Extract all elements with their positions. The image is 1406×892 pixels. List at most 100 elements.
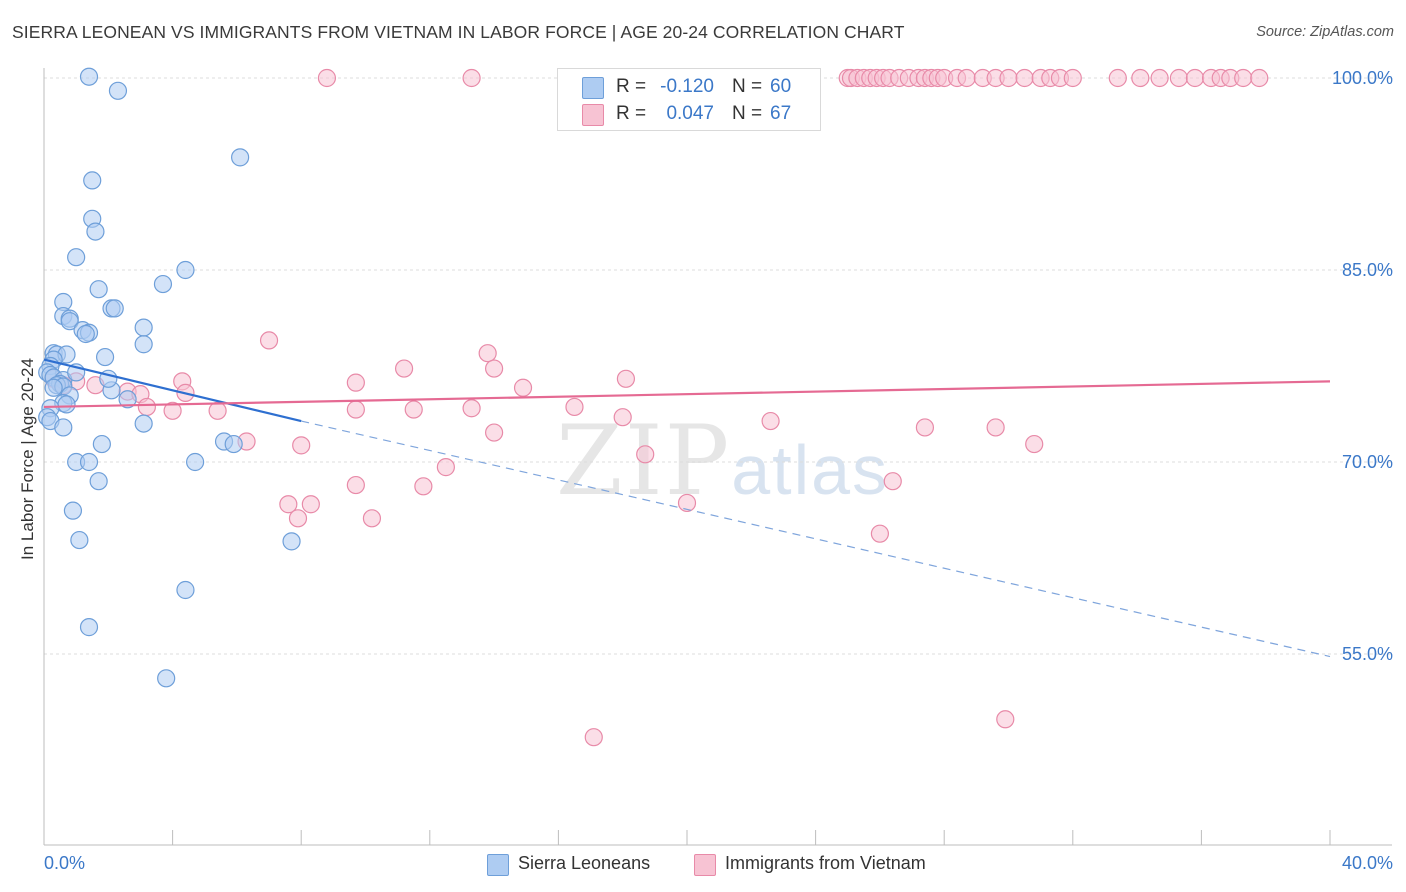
correlation-legend: R = -0.120 N = 60 R = 0.047 N = 67: [557, 68, 821, 131]
point-sierra-leonean: [153, 274, 173, 294]
point-immigrant-vietnam: [584, 728, 603, 747]
legend-r-label: R =: [616, 103, 647, 124]
point-sierra-leonean: [176, 260, 195, 280]
point-immigrant-vietnam: [1169, 68, 1188, 88]
point-immigrant-vietnam: [317, 68, 337, 88]
point-immigrant-vietnam: [259, 331, 279, 350]
point-immigrant-vietnam: [292, 436, 311, 455]
point-sierra-leonean: [134, 335, 153, 354]
y-axis-label: In Labor Force | Age 20-24: [18, 358, 37, 560]
watermark-atlas: atlas: [731, 431, 890, 509]
bottom-legend-label: Sierra Leoneans: [518, 853, 651, 873]
point-immigrant-vietnam: [163, 401, 182, 420]
point-sierra-leonean: [79, 618, 99, 637]
point-sierra-leonean: [89, 280, 108, 299]
legend-r-label: R =: [616, 76, 647, 97]
point-immigrant-vietnam: [1108, 68, 1127, 88]
point-immigrant-vietnam: [485, 423, 504, 442]
trendline-sierra-leoneans: [43, 358, 302, 423]
point-sierra-leonean: [57, 395, 76, 414]
point-sierra-leonean: [157, 669, 176, 688]
legend-n-label: N =: [732, 103, 763, 124]
x-tick-label: 0.0%: [44, 853, 85, 873]
point-immigrant-vietnam: [986, 418, 1005, 437]
point-immigrant-vietnam: [1234, 68, 1253, 88]
point-immigrant-vietnam: [485, 359, 504, 378]
point-sierra-leonean: [118, 390, 137, 409]
legend-n-label: N =: [732, 76, 763, 97]
point-sierra-leonean: [134, 414, 153, 433]
point-immigrant-vietnam: [513, 378, 533, 397]
point-immigrant-vietnam: [362, 509, 382, 528]
point-immigrant-vietnam: [346, 373, 365, 392]
point-immigrant-vietnam: [208, 401, 227, 420]
legend-r-value: 0.047: [666, 103, 714, 124]
point-immigrant-vietnam: [1250, 68, 1269, 88]
point-immigrant-vietnam: [870, 524, 890, 543]
bottom-legend-swatch: [694, 854, 716, 876]
bottom-legend-swatch: [487, 854, 509, 876]
point-immigrant-vietnam: [394, 359, 414, 378]
legend-row-sierra-leoneans: R = -0.120 N = 60: [558, 74, 820, 100]
point-immigrant-vietnam: [616, 369, 636, 388]
bottom-legend-label: Immigrants from Vietnam: [725, 853, 926, 873]
point-immigrant-vietnam: [301, 495, 320, 514]
point-immigrant-vietnam: [999, 68, 1018, 88]
point-sierra-leonean: [176, 580, 195, 600]
point-sierra-leonean: [83, 171, 102, 190]
point-sierra-leonean: [70, 530, 89, 550]
point-immigrant-vietnam: [404, 400, 423, 419]
point-immigrant-vietnam: [1131, 68, 1150, 88]
point-immigrant-vietnam: [1025, 434, 1044, 454]
point-immigrant-vietnam: [462, 68, 481, 88]
legend-row-immigrants-vietnam: R = 0.047 N = 67: [558, 101, 820, 127]
point-immigrant-vietnam: [279, 495, 298, 514]
chart-title: SIERRA LEONEAN VS IMMIGRANTS FROM VIETNA…: [12, 22, 905, 42]
y-tick-label: 85.0%: [1342, 260, 1393, 280]
y-tick-label: 70.0%: [1342, 452, 1393, 472]
point-sierra-leonean: [79, 452, 99, 472]
watermark: ZIPatlas: [556, 405, 889, 517]
trendline-immigrants-vietnam: [43, 380, 1331, 409]
point-immigrant-vietnam: [1063, 68, 1082, 88]
x-tick-label: 40.0%: [1342, 853, 1393, 873]
legend-n-value: 67: [770, 103, 792, 124]
point-immigrant-vietnam: [957, 68, 976, 88]
point-immigrant-vietnam: [1015, 68, 1034, 88]
point-immigrant-vietnam: [478, 344, 497, 363]
point-immigrant-vietnam: [436, 458, 455, 477]
point-sierra-leonean: [282, 532, 301, 551]
point-sierra-leonean: [231, 148, 250, 167]
point-sierra-leonean: [44, 378, 63, 397]
point-sierra-leonean: [92, 434, 111, 454]
point-immigrant-vietnam: [996, 710, 1015, 729]
point-sierra-leonean: [134, 318, 153, 337]
point-sierra-leonean: [54, 418, 73, 437]
point-immigrant-vietnam: [883, 472, 902, 491]
point-sierra-leonean: [95, 347, 115, 367]
point-immigrant-vietnam: [414, 477, 433, 496]
point-immigrant-vietnam: [346, 475, 365, 495]
point-immigrant-vietnam: [462, 399, 481, 418]
point-sierra-leonean: [86, 222, 105, 241]
point-immigrant-vietnam: [137, 397, 156, 417]
point-sierra-leonean: [186, 452, 205, 472]
point-immigrant-vietnam: [761, 411, 780, 431]
point-sierra-leonean: [63, 501, 83, 520]
legend-swatch-immigrants-vietnam: [582, 104, 604, 126]
point-immigrant-vietnam: [636, 445, 655, 464]
trendline-sierra-leoneans-extension: [301, 420, 1331, 658]
legend-n-value: 60: [770, 76, 792, 97]
legend-swatch-sierra-leoneans: [582, 77, 604, 99]
point-sierra-leonean: [89, 472, 108, 491]
y-tick-label: 55.0%: [1342, 644, 1393, 664]
point-immigrant-vietnam: [346, 400, 365, 419]
point-sierra-leonean: [224, 434, 243, 454]
point-sierra-leonean: [108, 81, 128, 100]
point-immigrant-vietnam: [915, 418, 935, 437]
legend-r-value: -0.120: [660, 76, 714, 97]
point-immigrant-vietnam: [288, 509, 308, 528]
point-immigrant-vietnam: [677, 493, 697, 513]
point-immigrant-vietnam: [1150, 68, 1169, 88]
